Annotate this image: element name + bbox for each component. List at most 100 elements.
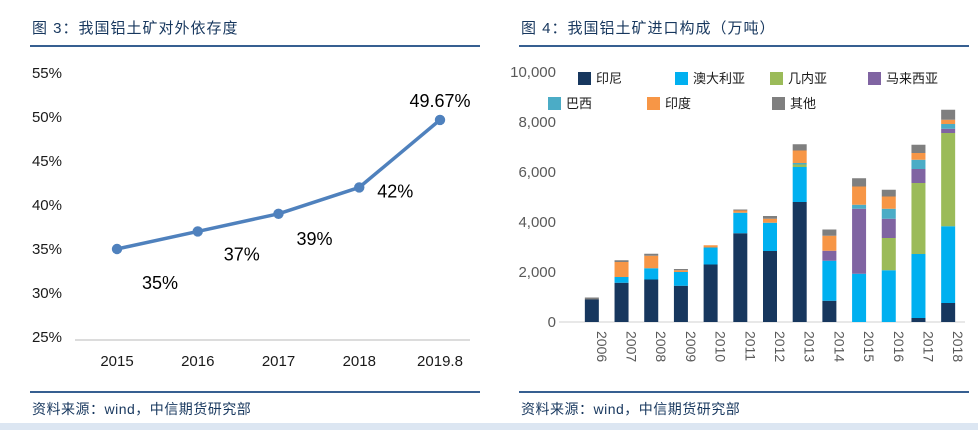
bar-segment [703,245,718,248]
bar-segment [911,169,926,183]
bar-segment [644,255,659,269]
bar-segment [584,297,599,300]
bar-segment [941,303,956,322]
bar-segment [911,318,926,322]
bar-segment [941,124,956,129]
y-tick-label: 25% [32,329,62,346]
data-label: 42% [377,181,413,201]
bar-segment [584,299,599,322]
bar-segment [822,229,837,236]
figure4-bar-chart: 0 2,000 4,000 6,000 8,000 10,000 2006 2007 2008 2… [510,64,966,362]
bar-segment [852,186,867,205]
x-tick-label: 2015 [861,331,877,362]
bar-segment [792,163,807,165]
bar-segment [852,273,867,322]
bar-segment [614,260,629,262]
y-tick-label: 35% [32,241,62,258]
bar-segment [733,209,748,211]
bar-segment [881,270,896,322]
x-tick-label: 2007 [624,331,640,362]
x-tick-label: 2013 [802,331,818,362]
figure3-title: 图 3：我国铝土矿对外依存度 [32,20,239,37]
bar-segment [941,133,956,227]
data-point [111,243,123,255]
bar-segment [792,202,807,322]
bar-segment [911,144,926,153]
bar-segment [881,208,896,219]
bar-segment [881,196,896,209]
bar-segment [852,178,867,187]
y-tick-label: 40% [32,197,62,214]
figure4-panel: 图 4：我国铝土矿进口构成（万吨） 0 2,000 4,000 6,000 8,000 1… [489,0,978,430]
figure4-footer-divider [519,391,969,393]
bar-segment [733,233,748,322]
bar-segment [822,260,837,301]
figure3-title-divider [30,45,480,47]
figure3-line-chart: 25% 30% 35% 40% 45% 50% 55% 2015 2016 2017 2018 201… [32,65,471,370]
x-tick-label: 2017 [262,353,295,370]
bar-segment [763,216,777,219]
x-tick-label: 2019.8 [417,353,463,370]
bar-segment [792,164,807,167]
y-tick-label: 55% [32,65,62,82]
x-tick-label: 2008 [653,331,669,362]
figure3-panel: 图 3：我国铝土矿对外依存度 25% 30% 35% 40% 45% 50% 55% 2015… [30,20,480,417]
bar-segment [792,144,807,151]
figure4-title: 图 4：我国铝土矿进口构成（万吨） [521,20,776,37]
bar-segment [911,254,926,318]
x-tick-label: 2015 [100,353,133,370]
bar-segment [941,128,956,133]
bar-segment [644,268,659,280]
y-tick-label: 4,000 [518,214,556,231]
y-tick-label: 6,000 [518,164,556,181]
data-label: 49.67% [409,91,470,111]
x-tick-label: 2018 [343,353,376,370]
bar-segment [911,183,926,254]
bar-segment [852,204,867,209]
page-bottom-band [0,423,978,430]
bar-segment [881,189,896,197]
y-tick-label: 45% [32,153,62,170]
x-tick-label: 2014 [831,331,847,362]
bar-segment [822,235,837,251]
bar-segment [614,277,629,283]
bar-segment [673,272,688,286]
x-tick-label: 2012 [772,331,788,362]
data-label: 37% [224,244,260,264]
y-tick-label: 50% [32,109,62,126]
bar-segment [941,119,956,124]
bar-segment [733,210,748,213]
bar-segment [733,212,748,234]
data-label: 35% [142,273,178,293]
bar-segment [911,159,926,169]
bar-segment [703,264,718,322]
bar-segment [673,285,688,322]
bar-segment [763,251,777,322]
bar-segment [822,300,837,322]
bar-segment [911,153,926,160]
y-tick-label: 2,000 [518,264,556,281]
bar-segment [822,250,837,261]
x-tick-label: 2017 [920,331,936,362]
figure4-source: 资料来源：wind，中信期货研究部 [521,401,741,417]
bar-segment [673,270,688,272]
data-label: 39% [296,229,332,249]
data-point [434,114,446,126]
figure4-title-divider [519,45,969,47]
bar-segment [673,269,688,271]
bar-segment [792,167,807,202]
data-point [273,208,284,219]
bar-segment [852,208,867,274]
bar-segment [941,226,956,303]
bar-segment [763,218,777,223]
y-tick-label: 0 [548,314,556,331]
x-tick-label: 2009 [683,331,699,362]
bar-segment [792,150,807,163]
x-tick-label: 2010 [713,331,729,362]
x-tick-label: 2006 [594,331,610,362]
bar-segment [614,282,629,322]
bar-segment [644,279,659,322]
bar-segment [881,218,896,238]
x-tick-label: 2018 [950,331,966,362]
